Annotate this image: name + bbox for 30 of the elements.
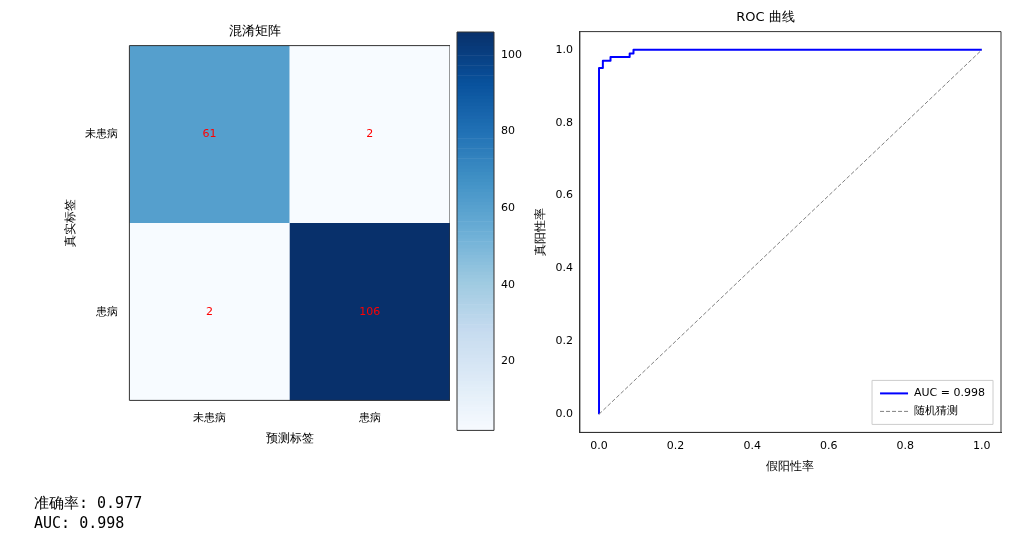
y-axis-title: 真阳性率: [533, 208, 548, 256]
x-tick-label: 0.6: [819, 438, 838, 452]
x-tick-label: 0.0: [590, 438, 608, 452]
data-label: 2: [206, 304, 214, 318]
x-tick-label: 0.2: [666, 438, 685, 452]
y-tick-label: 1.0: [555, 42, 573, 56]
text: 准确率: 0.977: [34, 494, 143, 513]
chart-title: ROC 曲线: [736, 9, 795, 25]
x-tick-label: 1.0: [973, 438, 991, 452]
x-axis-title: 预测标签: [265, 430, 314, 445]
color-bar-label: 80: [501, 124, 515, 138]
y-tick-label: 0.2: [555, 334, 573, 348]
color-bar-label: 20: [501, 354, 515, 368]
text: AUC: 0.998: [34, 514, 125, 532]
legend-label: AUC = 0.998: [914, 386, 986, 400]
y-tick-label: 0.6: [555, 188, 573, 202]
color-bar-label: 100: [501, 47, 522, 61]
color-bar-label: 40: [501, 277, 515, 291]
x-tick-label: 0.8: [896, 438, 915, 452]
chart-title: 混淆矩阵: [229, 23, 281, 39]
data-label: 61: [202, 127, 217, 141]
data-label: 106: [359, 304, 381, 318]
color-bar-label: 60: [501, 201, 515, 215]
legend-label: 随机猜测: [914, 404, 959, 418]
x-axis-title: 假阳性率: [766, 458, 815, 473]
y-tick-label: 0.8: [555, 115, 573, 129]
y-tick-label: 0.4: [555, 261, 573, 275]
y-axis-title: 真实标签: [63, 199, 78, 247]
x-tick-label: 0.4: [743, 438, 761, 452]
data-label: 2: [366, 127, 374, 141]
